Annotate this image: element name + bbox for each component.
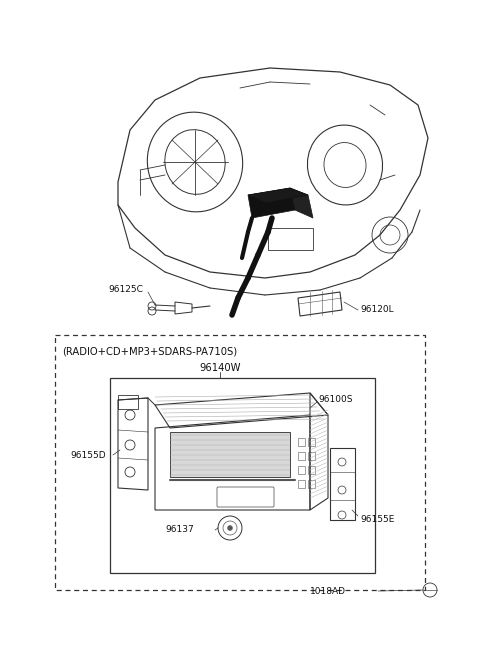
Text: 96140W: 96140W (199, 363, 241, 373)
Text: 96155E: 96155E (360, 516, 395, 525)
Text: 96100S: 96100S (318, 396, 352, 405)
Text: 96155D: 96155D (70, 451, 106, 459)
Text: 96120L: 96120L (360, 306, 394, 314)
Polygon shape (290, 188, 313, 218)
Text: (RADIO+CD+MP3+SDARS-PA710S): (RADIO+CD+MP3+SDARS-PA710S) (62, 347, 237, 357)
Text: 96137: 96137 (165, 525, 194, 535)
Circle shape (228, 525, 232, 531)
Text: 96125C: 96125C (108, 285, 143, 295)
Polygon shape (248, 188, 295, 218)
FancyBboxPatch shape (170, 432, 290, 477)
Polygon shape (248, 188, 308, 203)
Text: 1018AD: 1018AD (310, 586, 346, 596)
